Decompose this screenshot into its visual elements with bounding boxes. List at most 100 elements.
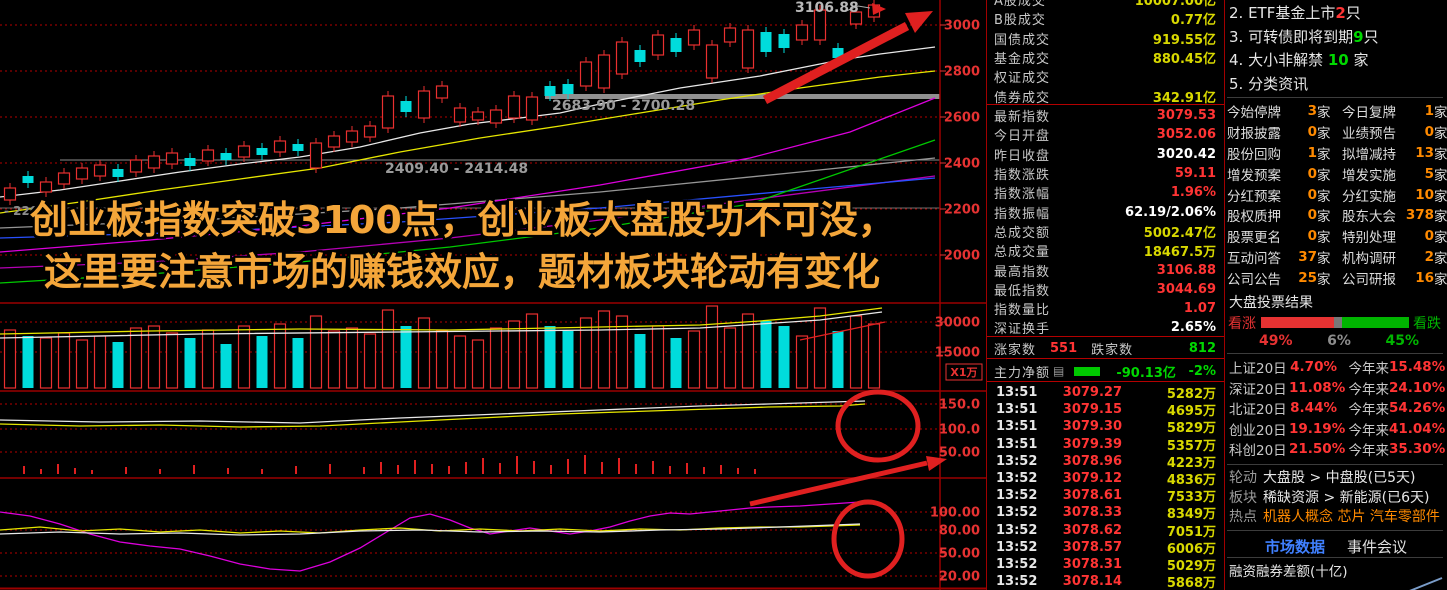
stat-count: 0	[1307, 165, 1317, 182]
tick-time: 13:51	[996, 402, 1038, 418]
index-stat-value: 3106.88	[1156, 262, 1216, 278]
stat-count: 10	[1415, 186, 1434, 203]
vote-bullish-label[interactable]: 看涨	[1228, 315, 1256, 332]
rotation-tag: 热点	[1229, 509, 1257, 525]
rotation-text[interactable]: 大盘股 > 中盘股(已5天)	[1263, 470, 1416, 486]
advance-decline-row: 涨家数 551 跌家数 812	[987, 338, 1224, 358]
tick-price: 3078.61	[1062, 488, 1122, 504]
stat-label: 股票更名	[1227, 230, 1281, 247]
stat-unit: 家	[1434, 188, 1447, 205]
index-stat-row: 最新指数 3079.53	[987, 106, 1224, 125]
index20-ytd-label: 今年来	[1348, 381, 1390, 398]
index-stat-value: 3079.53	[1156, 108, 1216, 124]
stat-label: 业绩预告	[1342, 126, 1396, 143]
index20-20d-value: 19.19%	[1289, 420, 1346, 437]
stat-unit: 家	[1317, 126, 1331, 143]
turnover-block: A股成交 10007.00亿 B股成交 0.77亿 国债成交 919.55亿 基金成交 880…	[987, 0, 1224, 106]
news-item[interactable]: 3. 可转债即将到期9只	[1229, 26, 1443, 50]
news-item[interactable]: 4. 大小非解禁 10 家	[1229, 49, 1443, 73]
vote-bar: 看涨 看跌	[1225, 316, 1447, 332]
rotation-text[interactable]: 稀缺资源 > 新能源(已6天)	[1263, 489, 1430, 506]
stat-label: 公司公告	[1227, 271, 1281, 288]
bottom-tabs: 市场数据 事件会议	[1225, 536, 1447, 557]
vote-bar-neutral	[1333, 317, 1343, 328]
rotation-tag: 板块	[1229, 489, 1257, 506]
divider	[987, 336, 1224, 337]
stat-count: 0	[1307, 228, 1317, 245]
stat-unit: 家	[1317, 250, 1331, 267]
index20-ytd-label: 今年来	[1348, 443, 1390, 460]
tick-row: 13:52 3078.31 5029万	[987, 555, 1224, 574]
index20-ytd-label: 今年来	[1348, 361, 1390, 378]
main-net-flow-row: 主力净额 ▤ -90.13亿 -2%	[987, 361, 1224, 381]
index20-label: 科创20日	[1229, 443, 1287, 460]
chinext-index-chart[interactable]: 3000 2800 2600 2400 2200 2000 30000 15000 150.0 1…	[0, 0, 987, 590]
turnover-label: A股成交	[994, 0, 1046, 10]
turnover-value: 0.77亿	[1170, 13, 1216, 29]
tick-time: 13:52	[996, 522, 1038, 538]
divider	[1227, 97, 1443, 98]
stat-unit: 家	[1317, 271, 1331, 288]
corp-action-row: 财报披露 0 家业绩预告 0 家	[1227, 122, 1447, 143]
corp-action-row: 股份回购 1 家拟增减持 13 家	[1227, 143, 1447, 164]
corp-action-row: 股票更名 0 家特别处理 0 家	[1227, 226, 1447, 247]
tab-market-data[interactable]: 市场数据	[1264, 538, 1325, 556]
index20-ytd-value: 35.30%	[1389, 441, 1446, 458]
index-stat-value: 18467.5万	[1143, 245, 1216, 261]
index-stat-value: 3020.42	[1156, 146, 1216, 162]
rotation-text[interactable]: 机器人概念 芯片 汽车零部件	[1263, 509, 1440, 525]
svg-text:X1万: X1万	[950, 366, 977, 379]
index-stat-label: 最低指数	[994, 283, 1051, 299]
tick-price: 3078.31	[1062, 556, 1122, 572]
turnover-label: 债券成交	[994, 90, 1051, 106]
news-text: 2. ETF基金上市	[1229, 4, 1336, 22]
advancers-count: 551	[1050, 340, 1078, 356]
turnover-label: 基金成交	[994, 52, 1051, 68]
annotation-line-1: 创业板指数突破3100点，创业板大盘股功不可没，	[30, 198, 896, 242]
stat-count: 1	[1424, 103, 1434, 120]
index-stat-label: 指数涨跌	[994, 168, 1051, 184]
index20-ytd-label: 今年来	[1348, 402, 1390, 419]
svg-text:3000: 3000	[944, 19, 980, 34]
stat-count: 37	[1298, 248, 1317, 265]
market-summary-panel: A股成交 10007.00亿 B股成交 0.77亿 国债成交 919.55亿 基金成交 880…	[987, 0, 1224, 590]
vote-bearish-label[interactable]: 看跌	[1412, 315, 1441, 332]
tick-price: 3078.62	[1062, 522, 1122, 538]
tick-price: 3078.33	[1062, 505, 1122, 521]
corp-actions-grid: 今始停牌 3 家今日复牌 1 家财报披露 0 家业绩预告 0 家股份回购 1 家拟增减持 13 家增发预…	[1227, 101, 1447, 288]
tick-by-tick-list: 13:51 3079.27 5282万 13:51 3079.15 4695万 13:51 3…	[987, 383, 1224, 590]
index-stat-label: 总成交量	[994, 245, 1051, 261]
net-flow-bar	[1074, 366, 1101, 376]
index-stat-row: 昨日收盘 3020.42	[987, 145, 1224, 164]
news-item[interactable]: 2. ETF基金上市2只	[1229, 2, 1443, 26]
corp-action-row: 增发预案 0 家增发实施 5 家	[1227, 163, 1447, 184]
news-item[interactable]: 5. 分类资讯	[1229, 73, 1443, 97]
svg-text:2000: 2000	[944, 249, 980, 264]
tick-volume: 4836万	[1166, 472, 1216, 488]
index-stat-row: 指数振幅 62.19/2.06%	[987, 202, 1224, 222]
tab-events[interactable]: 事件会议	[1347, 538, 1408, 556]
svg-text:30000: 30000	[935, 316, 980, 331]
margin-balance-title: 融资融券差额(十亿)	[1229, 564, 1348, 580]
index-stat-row: 最高指数 3106.88	[987, 260, 1224, 280]
stat-unit: 家	[1317, 188, 1331, 205]
index20-ytd-value: 24.10%	[1389, 379, 1446, 396]
vote-bar-bearish	[1342, 317, 1409, 328]
index-stat-label: 今日开盘	[994, 129, 1051, 145]
index20-row: 上证20日 4.70% 今年来 15.48%	[1229, 357, 1445, 378]
index-stats-block: 最新指数 3079.53 今日开盘 3052.06 昨日收盘 3020.42 指数涨跌 59.…	[987, 106, 1224, 338]
list-icon[interactable]: ▤	[1053, 364, 1065, 378]
index20-row: 北证20日 8.44% 今年来 54.26%	[1229, 398, 1445, 419]
turnover-row: 基金成交 880.45亿	[987, 48, 1224, 67]
margin-mini-line	[1409, 577, 1443, 590]
index20-row: 创业20日 19.19% 今年来 41.04%	[1229, 419, 1445, 440]
svg-text:- 2209.97: - 2209.97	[4, 204, 68, 218]
tick-price: 3078.14	[1062, 574, 1122, 590]
index-stat-value: 59.11	[1174, 166, 1216, 182]
turnover-row: 国债成交 919.55亿	[987, 29, 1224, 48]
tick-time: 13:51	[996, 436, 1038, 452]
svg-text:2200: 2200	[944, 203, 980, 218]
index-stat-row: 最低指数 3044.69	[987, 280, 1224, 299]
corp-action-row: 公司公告 25 家公司研报 16 家	[1227, 267, 1447, 288]
tick-volume: 6006万	[1166, 541, 1216, 557]
